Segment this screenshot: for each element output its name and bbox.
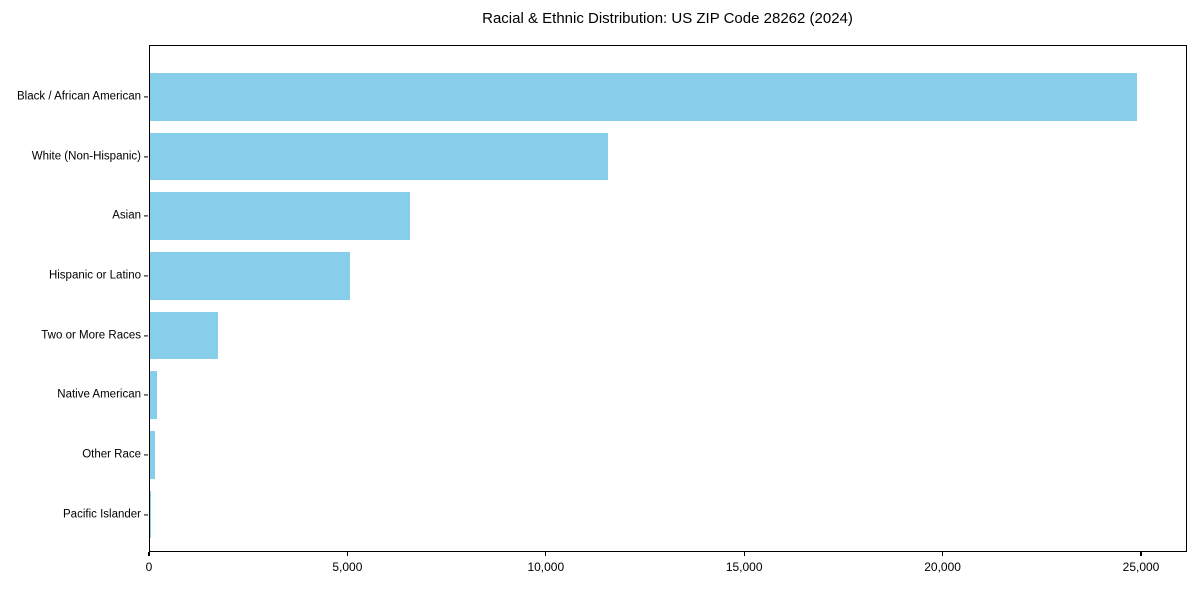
y-tick-mark [144, 96, 149, 98]
plot-area [149, 45, 1187, 552]
chart-title: Racial & Ethnic Distribution: US ZIP Cod… [482, 10, 853, 27]
bar-asian [150, 192, 410, 240]
x-tick-label-0: 0 [145, 560, 153, 574]
x-tick-label-10000: 10,000 [527, 560, 565, 574]
y-tick-label-hispanic-or-latino: Hispanic or Latino [48, 269, 141, 282]
y-tick-mark [144, 513, 149, 516]
y-tick-label-native-american: Native American [57, 388, 141, 401]
x-tick-mark [1140, 552, 1142, 556]
y-tick-mark [144, 215, 149, 217]
bar-two-or-more-races [150, 311, 219, 360]
y-tick-label-two-or-more-races: Two or More Races [41, 328, 141, 341]
y-tick-label-black-african-american: Black / African American [17, 90, 141, 103]
y-tick-label-white-non-hispanic: White (Non-Hispanic) [31, 149, 141, 162]
y-tick-label-pacific-islander: Pacific Islander [63, 507, 141, 520]
x-tick-mark [346, 552, 348, 556]
x-tick-mark [545, 552, 547, 556]
x-tick-label-20000: 20,000 [924, 560, 961, 574]
y-tick-mark [144, 394, 149, 396]
x-tick-mark [148, 552, 150, 556]
y-tick-mark [144, 335, 149, 337]
x-tick-label-5000: 5,000 [332, 560, 363, 574]
x-tick-mark [942, 552, 944, 556]
x-tick-label-25000: 25,000 [1122, 560, 1160, 574]
bar-black-african-american [150, 72, 1137, 121]
y-tick-mark [144, 454, 149, 456]
x-tick-mark [743, 552, 745, 556]
y-tick-mark [144, 275, 149, 277]
bar-pacific-islander [150, 490, 151, 539]
y-tick-label-asian: Asian [112, 209, 141, 222]
bar-hispanic-or-latino [150, 251, 351, 300]
y-tick-mark [144, 156, 149, 158]
bar-other-race [150, 430, 155, 479]
bar-native-american [150, 371, 157, 419]
bar-white-non-hispanic [150, 132, 608, 181]
x-tick-label-15000: 15,000 [725, 560, 763, 574]
y-tick-label-other-race: Other Race [82, 448, 141, 461]
